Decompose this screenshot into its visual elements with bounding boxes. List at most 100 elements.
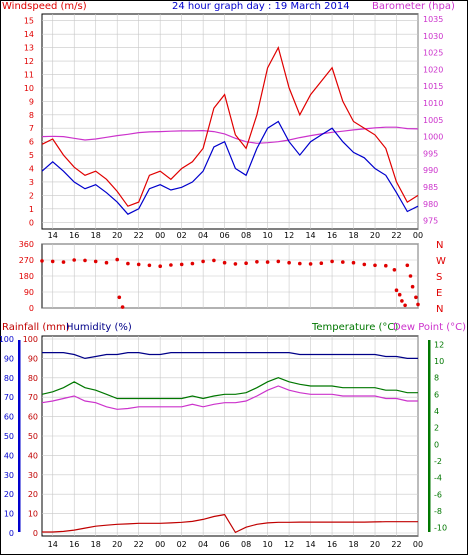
wind-y-tick-label: 4 (29, 165, 34, 174)
wind-direction-point (351, 260, 356, 265)
bottom-x-tick-label: 00 (413, 540, 423, 549)
wind-x-tick-label: 20 (112, 231, 122, 240)
wind-direction-point (414, 295, 418, 300)
compass-label: N (436, 304, 443, 315)
wind-direction-point (120, 305, 125, 309)
wind-y-tick-label: 1 (29, 205, 34, 214)
wind-direction-point (93, 259, 98, 264)
rainfall-y-tick-label: 70 (28, 393, 38, 402)
bottom-x-tick-label: 06 (220, 540, 230, 549)
wind-x-tick-label: 00 (155, 231, 165, 240)
rainfall-y-tick-label: 60 (28, 413, 38, 422)
rainfall-y-tick-label: 30 (28, 471, 38, 480)
wind-direction-point (341, 260, 345, 264)
wind-y-tick-label: 11 (24, 70, 34, 79)
wind-x-tick-label: 22 (391, 231, 401, 240)
temperature-y-tick-label: 10 (434, 357, 444, 366)
baro-y-tick-label: 1020 (423, 65, 443, 74)
wind-y-tick-label: 3 (29, 178, 34, 187)
wind-direction-point (405, 263, 410, 268)
bottom-x-tick-label: 20 (370, 540, 380, 549)
wind-direction-point (169, 263, 173, 267)
humidity-line (42, 352, 418, 360)
wind-direction-point (40, 259, 44, 263)
baro-y-tick-label: 990 (423, 166, 438, 175)
wind-direction-point (233, 262, 238, 266)
windgust-line (41, 45, 419, 207)
wind-y-tick-label: 9 (29, 97, 34, 106)
wind-direction-point (397, 292, 402, 297)
temperature-y-tick-label: 4 (434, 407, 439, 416)
wind-x-tick-label: 14 (305, 231, 315, 240)
wind-x-tick-label: 02 (177, 231, 187, 240)
wind-x-tick-label: 12 (284, 231, 294, 240)
wind-x-tick-label: 22 (134, 231, 144, 240)
temperature-y-tick-label: -4 (434, 474, 442, 483)
wind-direction-point (394, 288, 399, 293)
wind-x-tick-label: 18 (91, 231, 101, 240)
wind-direction-point (276, 259, 281, 264)
temperature-y-tick-label: -2 (434, 457, 442, 466)
wind-x-tick-label: 16 (327, 231, 337, 240)
wind-y-tick-label: 5 (29, 151, 34, 160)
temperature-y-tick-label: 8 (434, 374, 439, 383)
wind-x-tick-label: 08 (241, 231, 251, 240)
wind-direction-point (319, 261, 324, 266)
wind-direction-point (179, 262, 184, 267)
wind-direction-point (392, 268, 397, 272)
humidity-y-tick-label: 20 (4, 490, 14, 499)
humidity-y-tick-label: 40 (4, 451, 14, 460)
wind-direction-point (287, 260, 291, 265)
baro-y-tick-label: 975 (423, 217, 438, 226)
temperature-line (41, 377, 418, 400)
direction-y-tick-label: 360 (19, 240, 34, 249)
bottom-x-tick-label: 14 (48, 540, 58, 549)
direction-y-tick-label: 90 (24, 288, 34, 297)
wind-y-tick-label: 2 (29, 191, 34, 200)
baro-y-tick-label: 1000 (423, 133, 443, 142)
rainfall-y-tick-label: 90 (28, 354, 38, 363)
temperature-axis-label: Temperature (°C) (311, 322, 398, 333)
wind-direction-point (222, 260, 227, 265)
avg-windspeed-line (41, 120, 419, 215)
temperature-y-tick-label: -10 (434, 524, 447, 533)
wind-direction-point (83, 258, 87, 263)
wind-direction-point (416, 302, 420, 307)
rainfall-y-tick-label: 10 (28, 510, 38, 519)
rainfall-y-tick-label: 80 (28, 374, 38, 383)
bottom-x-tick-label: 00 (155, 540, 165, 549)
direction-y-tick-label: 270 (19, 256, 34, 265)
wind-direction-point (400, 299, 404, 303)
wind-direction-point (362, 262, 367, 267)
wind-x-tick-label: 18 (348, 231, 358, 240)
barometer-axis-label: Barometer (hpa) (372, 1, 455, 12)
rainfall-y-tick-label: 50 (28, 432, 38, 441)
wind-y-tick-label: 13 (24, 44, 34, 53)
wind-direction-point (115, 257, 119, 262)
rainfall-line (42, 513, 418, 534)
compass-label: E (436, 288, 442, 299)
bottom-x-tick-label: 22 (134, 540, 144, 549)
humidity-y-tick-label: 90 (4, 354, 14, 363)
humidity-y-tick-label: 30 (4, 471, 14, 480)
wind-direction-point (126, 261, 130, 266)
wind-direction-point (384, 263, 388, 268)
wind-direction-point (330, 259, 334, 264)
wind-x-tick-label: 00 (413, 231, 423, 240)
bottom-x-tick-label: 08 (241, 540, 251, 549)
bottom-x-tick-label: 16 (69, 540, 79, 549)
temperature-y-tick-label: 6 (434, 390, 439, 399)
temperature-y-tick-label: 2 (434, 424, 439, 433)
compass-label: N (436, 240, 443, 251)
bottom-x-tick-label: 14 (305, 540, 315, 549)
temperature-y-tick-label: 12 (434, 340, 444, 349)
baro-y-tick-label: 1005 (423, 116, 443, 125)
rainfall-y-tick-label: 20 (28, 490, 38, 499)
bottom-x-tick-label: 12 (284, 540, 294, 549)
wind-direction-point (408, 274, 413, 278)
wind-direction-point (308, 262, 313, 266)
direction-y-tick-label: 0 (29, 304, 34, 313)
baro-y-tick-label: 985 (423, 183, 438, 192)
bottom-x-tick-label: 18 (348, 540, 358, 549)
